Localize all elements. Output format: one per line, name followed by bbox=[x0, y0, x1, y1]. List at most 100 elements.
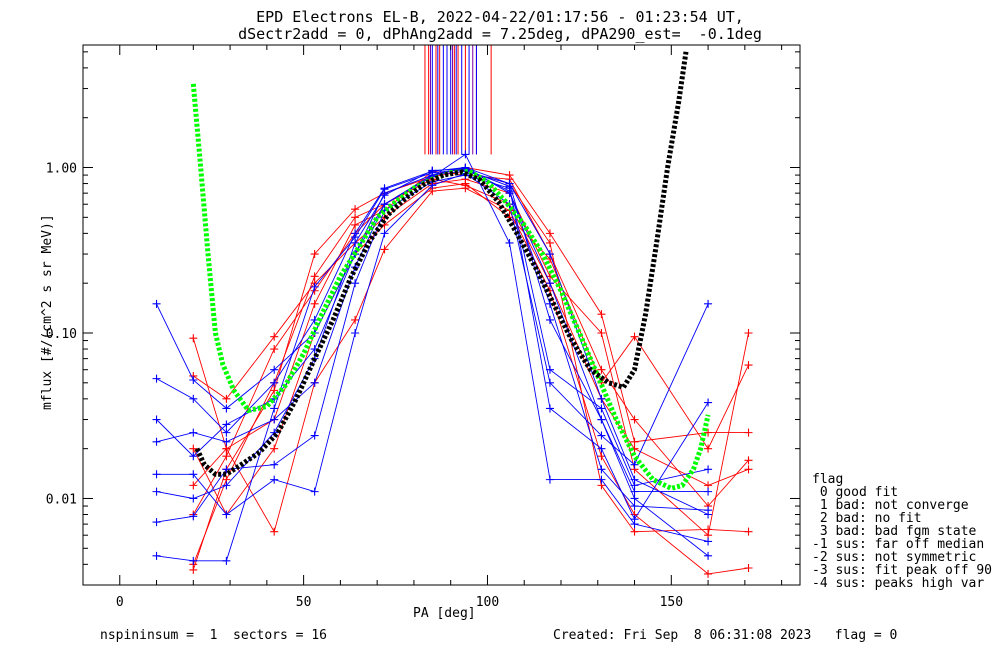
data-point bbox=[189, 375, 198, 384]
data-point bbox=[380, 229, 389, 238]
data-point bbox=[744, 328, 753, 337]
data-point bbox=[744, 527, 753, 536]
data-point bbox=[189, 481, 198, 490]
data-point bbox=[222, 556, 231, 565]
series-line bbox=[193, 178, 749, 537]
data-point bbox=[630, 437, 639, 446]
fit-curve bbox=[194, 51, 689, 477]
x-tick-label: 100 bbox=[476, 595, 499, 610]
legend-item: 3 bad: bad fgm state bbox=[812, 524, 977, 539]
data-point bbox=[704, 428, 713, 437]
data-point bbox=[152, 415, 161, 424]
data-point bbox=[428, 181, 437, 190]
data-point bbox=[704, 444, 713, 453]
data-point bbox=[630, 460, 639, 469]
data-point bbox=[704, 537, 713, 546]
data-point bbox=[545, 229, 554, 238]
data-point bbox=[152, 487, 161, 496]
data-point bbox=[380, 200, 389, 209]
data-point bbox=[380, 191, 389, 200]
data-point bbox=[597, 475, 606, 484]
data-series bbox=[152, 150, 753, 578]
data-point bbox=[597, 404, 606, 413]
series-line bbox=[192, 170, 749, 571]
fit-curves bbox=[190, 51, 711, 492]
data-point bbox=[505, 187, 514, 196]
data-point bbox=[704, 525, 713, 534]
data-point bbox=[351, 220, 360, 229]
data-point bbox=[461, 179, 470, 188]
data-point bbox=[630, 494, 639, 503]
data-point bbox=[597, 431, 606, 440]
data-point bbox=[597, 444, 606, 453]
legend-item: 1 bad: not converge bbox=[812, 498, 969, 513]
data-point bbox=[310, 431, 319, 440]
data-point bbox=[597, 328, 606, 337]
chart-title-line2: dSectr2add = 0, dPhAng2add = 7.25deg, dP… bbox=[238, 25, 762, 43]
data-point bbox=[189, 444, 198, 453]
plot-frame bbox=[82, 44, 801, 586]
data-point bbox=[351, 315, 360, 324]
data-point bbox=[222, 437, 231, 446]
data-point bbox=[428, 166, 437, 175]
data-point bbox=[630, 415, 639, 424]
data-point bbox=[461, 150, 470, 159]
data-point bbox=[152, 437, 161, 446]
series-line bbox=[156, 168, 709, 511]
data-point bbox=[189, 452, 198, 461]
series-line bbox=[192, 170, 749, 507]
data-point bbox=[189, 556, 198, 565]
data-point bbox=[310, 378, 319, 387]
data-point bbox=[310, 299, 319, 308]
series-line bbox=[156, 170, 709, 557]
legend-item: 0 good fit bbox=[812, 485, 899, 500]
data-point bbox=[351, 279, 360, 288]
axes: 0 50 100 150 0.01 0.10 1.00 bbox=[46, 44, 801, 610]
data-point bbox=[380, 245, 389, 254]
data-point bbox=[545, 250, 554, 259]
data-point bbox=[597, 310, 606, 319]
data-point bbox=[630, 527, 639, 536]
y-tick-label: 0.10 bbox=[46, 327, 77, 342]
data-point bbox=[545, 279, 554, 288]
data-point bbox=[189, 394, 198, 403]
data-point bbox=[222, 444, 231, 453]
data-point bbox=[630, 332, 639, 341]
legend-item: -3 sus: fit peak off 90 bbox=[812, 563, 993, 578]
data-point bbox=[152, 374, 161, 383]
series-line bbox=[192, 178, 749, 565]
data-point bbox=[222, 420, 231, 429]
data-point bbox=[152, 518, 161, 527]
data-point bbox=[597, 415, 606, 424]
series-line bbox=[156, 174, 709, 523]
data-point bbox=[270, 444, 279, 453]
data-point bbox=[704, 398, 713, 407]
data-point bbox=[222, 465, 231, 474]
series-line bbox=[156, 167, 709, 515]
data-point bbox=[270, 378, 279, 387]
data-point bbox=[704, 506, 713, 515]
legend-title: flag bbox=[812, 472, 844, 487]
data-point bbox=[310, 250, 319, 259]
data-point bbox=[270, 386, 279, 395]
data-point bbox=[189, 428, 198, 437]
data-point bbox=[189, 494, 198, 503]
footer-sectors-info: nspininsum = 1 sectors = 16 bbox=[100, 628, 327, 643]
data-point bbox=[545, 475, 554, 484]
data-point bbox=[152, 470, 161, 479]
data-point bbox=[270, 365, 279, 374]
data-point bbox=[152, 551, 161, 560]
data-point bbox=[704, 569, 713, 578]
vertical-lines bbox=[424, 45, 492, 155]
chart-title-line1: EPD Electrons EL-B, 2022-04-22/01:17:56 … bbox=[256, 8, 744, 26]
data-point bbox=[630, 487, 639, 496]
data-point bbox=[270, 332, 279, 341]
data-point bbox=[270, 460, 279, 469]
data-point bbox=[744, 428, 753, 437]
data-point bbox=[189, 512, 198, 521]
data-point bbox=[310, 487, 319, 496]
data-point bbox=[505, 238, 514, 247]
data-point bbox=[351, 238, 360, 247]
data-point bbox=[270, 527, 279, 536]
data-point bbox=[744, 465, 753, 474]
